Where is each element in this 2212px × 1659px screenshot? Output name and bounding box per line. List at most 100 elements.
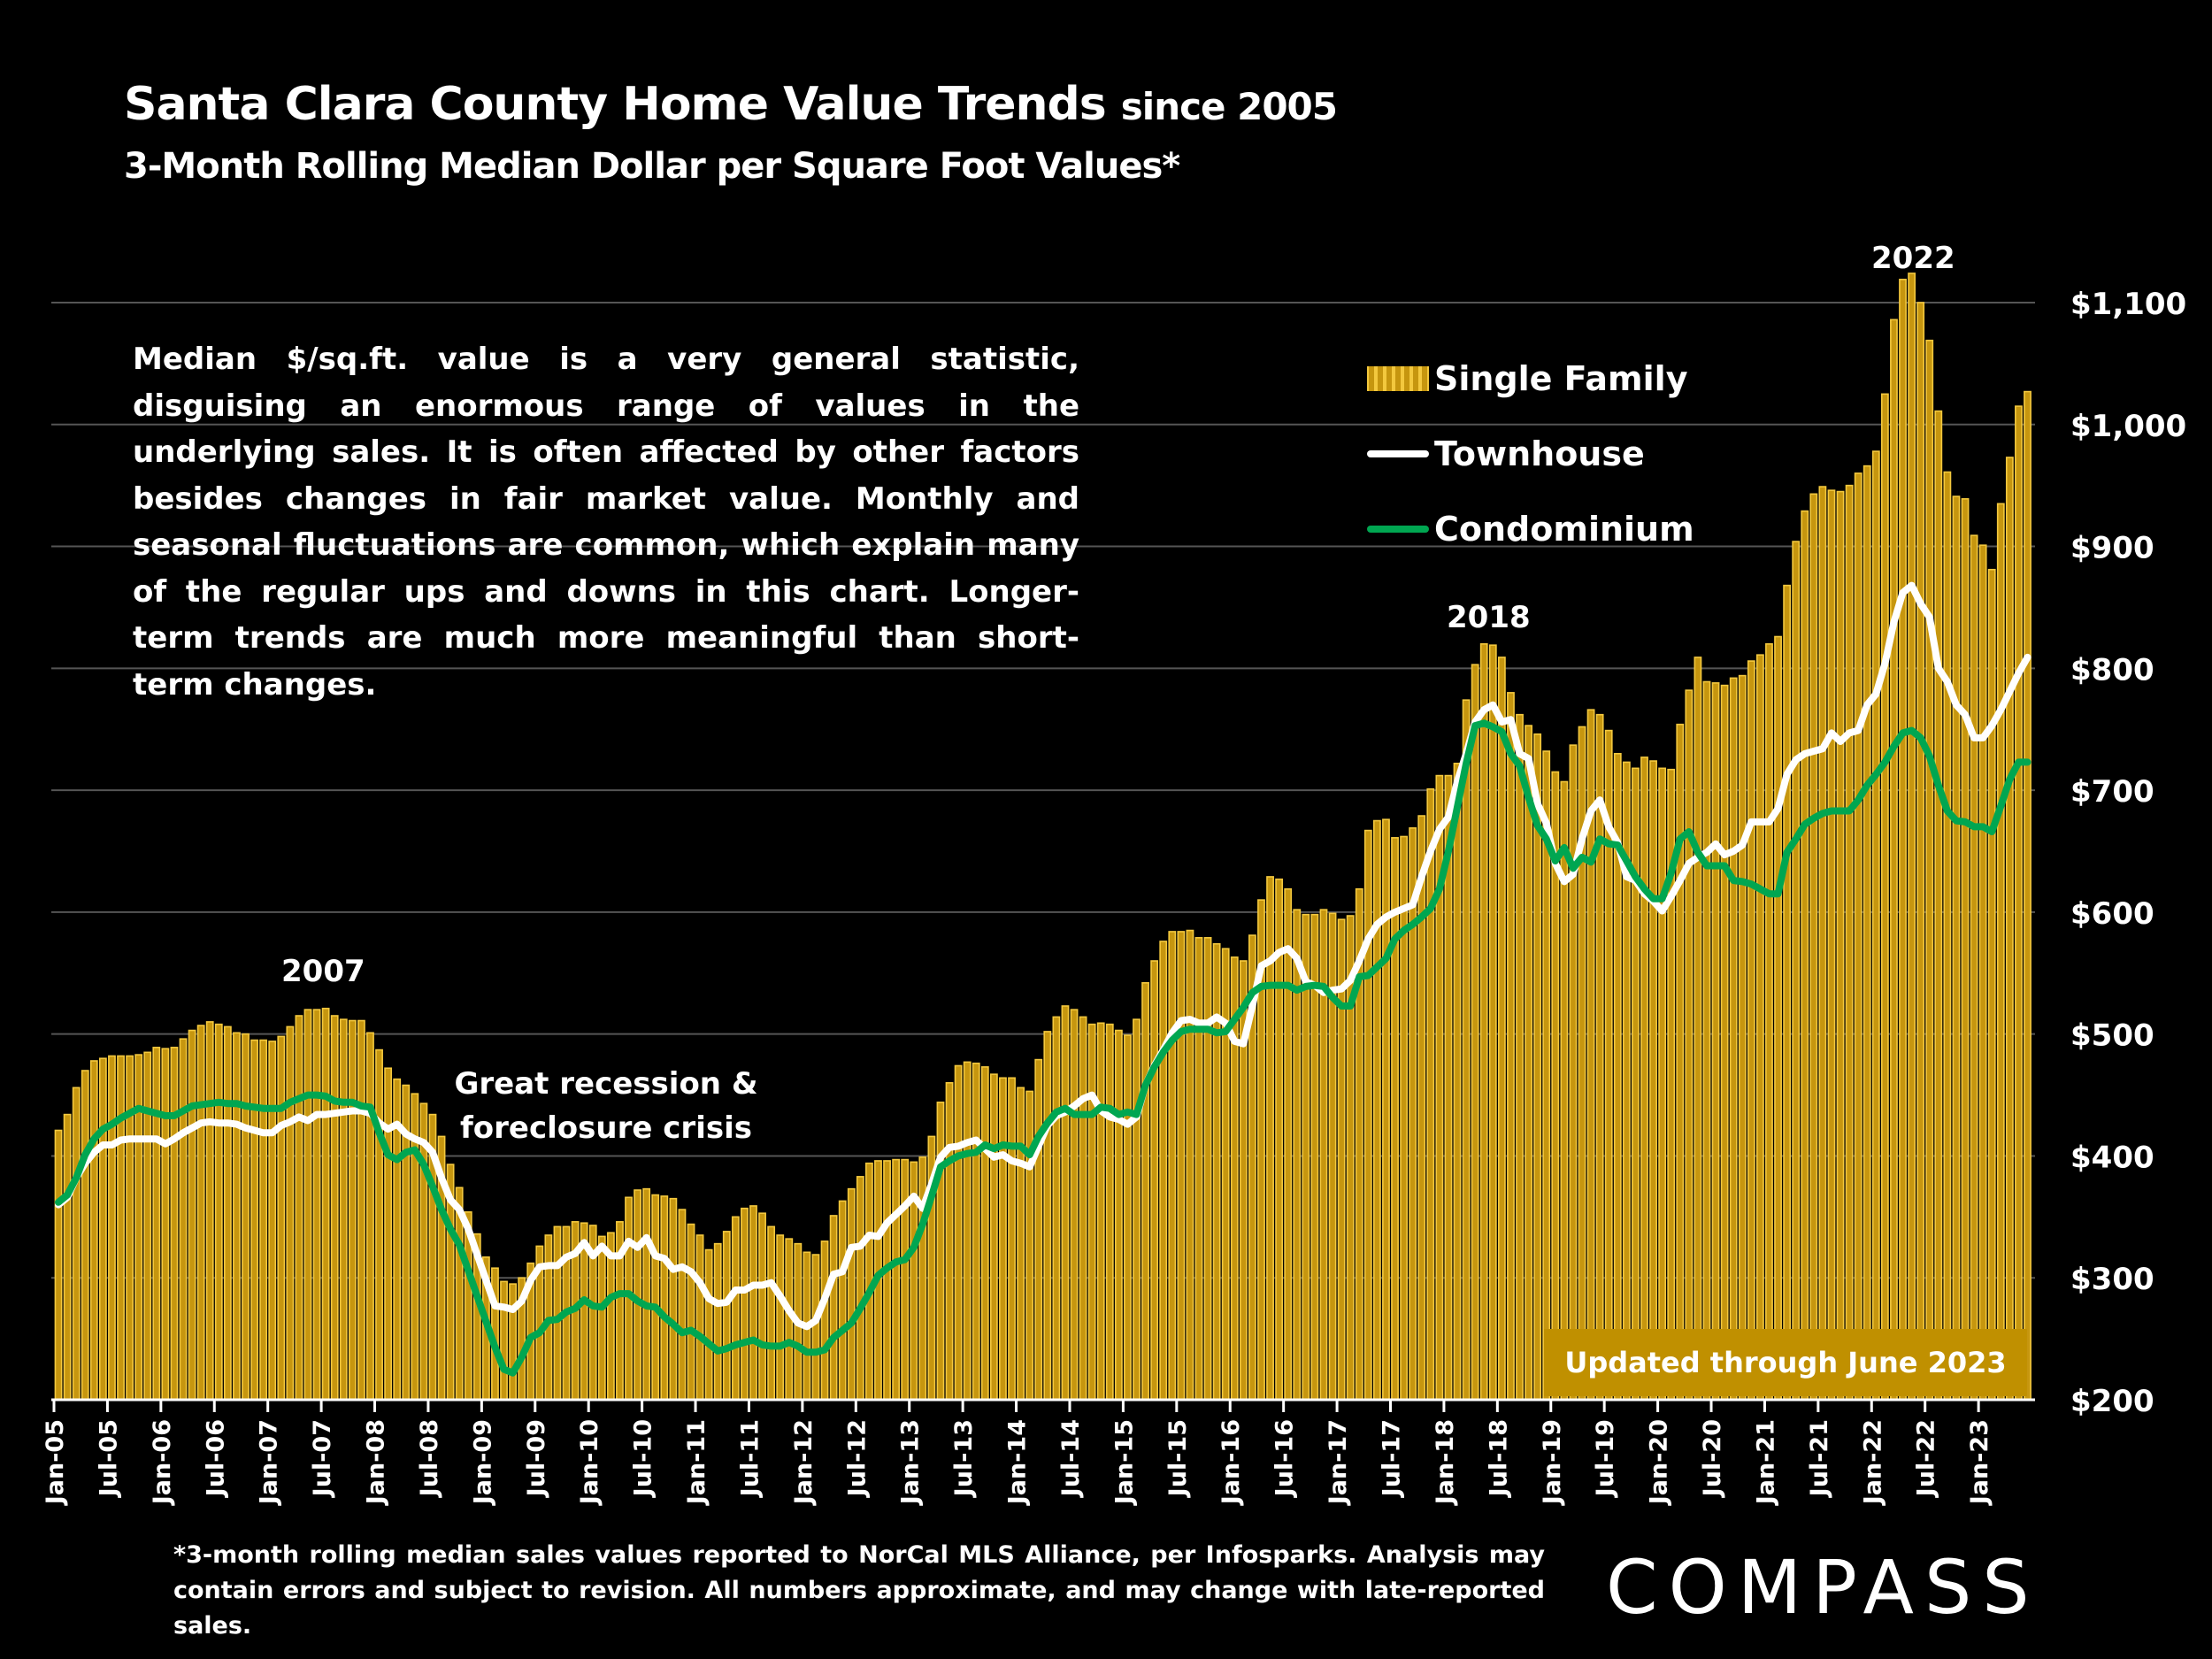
chart-title: Santa Clara County Home Value Trends sin… bbox=[124, 78, 1338, 131]
chart-subtitle: 3-Month Rolling Median Dollar per Square… bbox=[124, 146, 1180, 187]
bar-single-family bbox=[1961, 498, 1970, 1401]
bar-single-family bbox=[188, 1029, 196, 1401]
x-tick-label: Jul-22 bbox=[1913, 1419, 1940, 1498]
y-tick-label: $600 bbox=[2070, 896, 2154, 932]
bar-single-family bbox=[722, 1231, 731, 1401]
compass-logo: COMPASS bbox=[1606, 1544, 2040, 1631]
annotation-recession-line2: foreclosure crisis bbox=[460, 1110, 752, 1146]
bar-single-family bbox=[1765, 642, 1773, 1401]
bar-single-family bbox=[1507, 692, 1515, 1401]
bar-single-family bbox=[509, 1283, 518, 1401]
bar-single-family bbox=[749, 1205, 757, 1401]
bar-single-family bbox=[660, 1195, 669, 1401]
bar-single-family bbox=[1453, 762, 1462, 1401]
x-tick-label: Jan-16 bbox=[1217, 1419, 1245, 1506]
bar-single-family bbox=[1729, 677, 1738, 1401]
bar-single-family bbox=[63, 1113, 72, 1401]
x-tick-label: Jan-18 bbox=[1432, 1419, 1459, 1506]
bar-single-family bbox=[954, 1064, 963, 1401]
bar-single-family bbox=[1070, 1009, 1079, 1401]
bar-single-family bbox=[259, 1039, 268, 1401]
x-tick-label: Jul-19 bbox=[1592, 1419, 1619, 1498]
bar-single-family bbox=[330, 1015, 339, 1401]
bar-single-family bbox=[1774, 635, 1782, 1401]
bar-single-family bbox=[847, 1187, 856, 1401]
bar-single-family bbox=[303, 1009, 312, 1401]
bar-single-family bbox=[1471, 664, 1479, 1401]
bar-single-family bbox=[286, 1025, 295, 1401]
x-tick-label: Jul-21 bbox=[1806, 1419, 1833, 1498]
line-condominium bbox=[55, 719, 2032, 1377]
y-axis-labels: $200 $300 $400 $500 $600 $700 $800 $900 $1,000 $1… bbox=[2070, 287, 2186, 1419]
bar-single-family bbox=[1025, 1090, 1034, 1401]
series-lines bbox=[55, 581, 2032, 1377]
bar-single-family bbox=[1854, 472, 1863, 1401]
bar-single-family bbox=[1792, 541, 1801, 1401]
bar-single-family bbox=[695, 1234, 704, 1401]
bar-single-family bbox=[1738, 674, 1747, 1401]
bar-single-family bbox=[1987, 568, 1996, 1401]
bar-single-family bbox=[2024, 390, 2032, 1401]
x-tick-label: Jul-05 bbox=[95, 1419, 122, 1498]
bar-single-family bbox=[1818, 486, 1827, 1401]
bar-single-family bbox=[1212, 942, 1221, 1401]
x-tick-label: Jul-09 bbox=[523, 1419, 550, 1498]
bar-single-family bbox=[678, 1209, 687, 1401]
bar-single-family bbox=[1871, 450, 1880, 1401]
x-tick-label: Jul-15 bbox=[1164, 1419, 1192, 1498]
y-tick-label: $1,000 bbox=[2070, 409, 2186, 444]
x-tick-label: Jan-12 bbox=[790, 1419, 818, 1506]
bar-single-family bbox=[704, 1248, 713, 1401]
bar-single-family bbox=[731, 1216, 740, 1401]
annotation-recession: Great recession & foreclosure crisis bbox=[442, 1062, 770, 1150]
bar-single-family bbox=[972, 1062, 980, 1401]
bar-single-family bbox=[1017, 1087, 1025, 1401]
y-tick-label: $800 bbox=[2070, 652, 2154, 687]
bar-single-family bbox=[811, 1254, 820, 1401]
x-tick-label: Jul-13 bbox=[950, 1419, 978, 1498]
bar-single-family bbox=[1925, 339, 1934, 1401]
bar-single-family bbox=[223, 1025, 232, 1401]
legend-label: Townhouse bbox=[1434, 434, 1645, 473]
bar-single-family bbox=[1052, 1016, 1061, 1401]
x-tick-label: Jan-17 bbox=[1325, 1419, 1352, 1506]
x-tick-label: Jan-10 bbox=[576, 1419, 603, 1506]
bar-single-family bbox=[1747, 660, 1755, 1401]
x-tick-label: Jan-19 bbox=[1539, 1419, 1566, 1506]
bar-single-family bbox=[1908, 273, 1916, 1401]
y-tick-label: $700 bbox=[2070, 774, 2154, 810]
bar-single-family bbox=[1150, 960, 1159, 1401]
x-tick-label: Jul-17 bbox=[1379, 1419, 1406, 1498]
bar-single-family bbox=[1711, 682, 1720, 1401]
bar-single-family bbox=[1079, 1016, 1087, 1401]
bar-single-family bbox=[1890, 319, 1898, 1401]
bar-single-family bbox=[838, 1200, 847, 1401]
bar-single-family bbox=[1400, 835, 1409, 1401]
bar-single-family bbox=[179, 1038, 188, 1401]
bar-single-family bbox=[1061, 1005, 1070, 1401]
bar-single-family bbox=[1391, 837, 1399, 1401]
x-tick-label: Jan-13 bbox=[897, 1419, 925, 1506]
x-tick-label: Jan-07 bbox=[256, 1419, 283, 1506]
bar-single-family bbox=[1640, 757, 1648, 1401]
bar-single-family bbox=[1141, 982, 1149, 1401]
bar-single-family bbox=[1685, 689, 1694, 1401]
x-tick-label: Jan-14 bbox=[1004, 1419, 1032, 1506]
bar-single-family bbox=[1087, 1023, 1096, 1401]
bar-single-family bbox=[1899, 279, 1907, 1401]
bar-single-family bbox=[1114, 1029, 1123, 1401]
bar-single-family bbox=[1177, 931, 1186, 1401]
bar-single-family bbox=[500, 1280, 508, 1401]
bar-single-family bbox=[829, 1215, 838, 1401]
bar-single-family bbox=[143, 1051, 152, 1401]
x-tick-label: Jan-21 bbox=[1752, 1419, 1779, 1506]
x-tick-label: Jan-06 bbox=[149, 1419, 176, 1506]
bar-single-family bbox=[375, 1048, 383, 1401]
annotation-2018: 2018 bbox=[1447, 600, 1531, 635]
x-tick-label: Jul-06 bbox=[202, 1419, 229, 1498]
x-tick-label: Jul-20 bbox=[1699, 1419, 1726, 1498]
bar-single-family bbox=[357, 1019, 365, 1401]
bar-single-family bbox=[713, 1242, 722, 1401]
single-family-swatch bbox=[1367, 365, 1429, 391]
x-tick-label: Jul-08 bbox=[416, 1419, 443, 1498]
